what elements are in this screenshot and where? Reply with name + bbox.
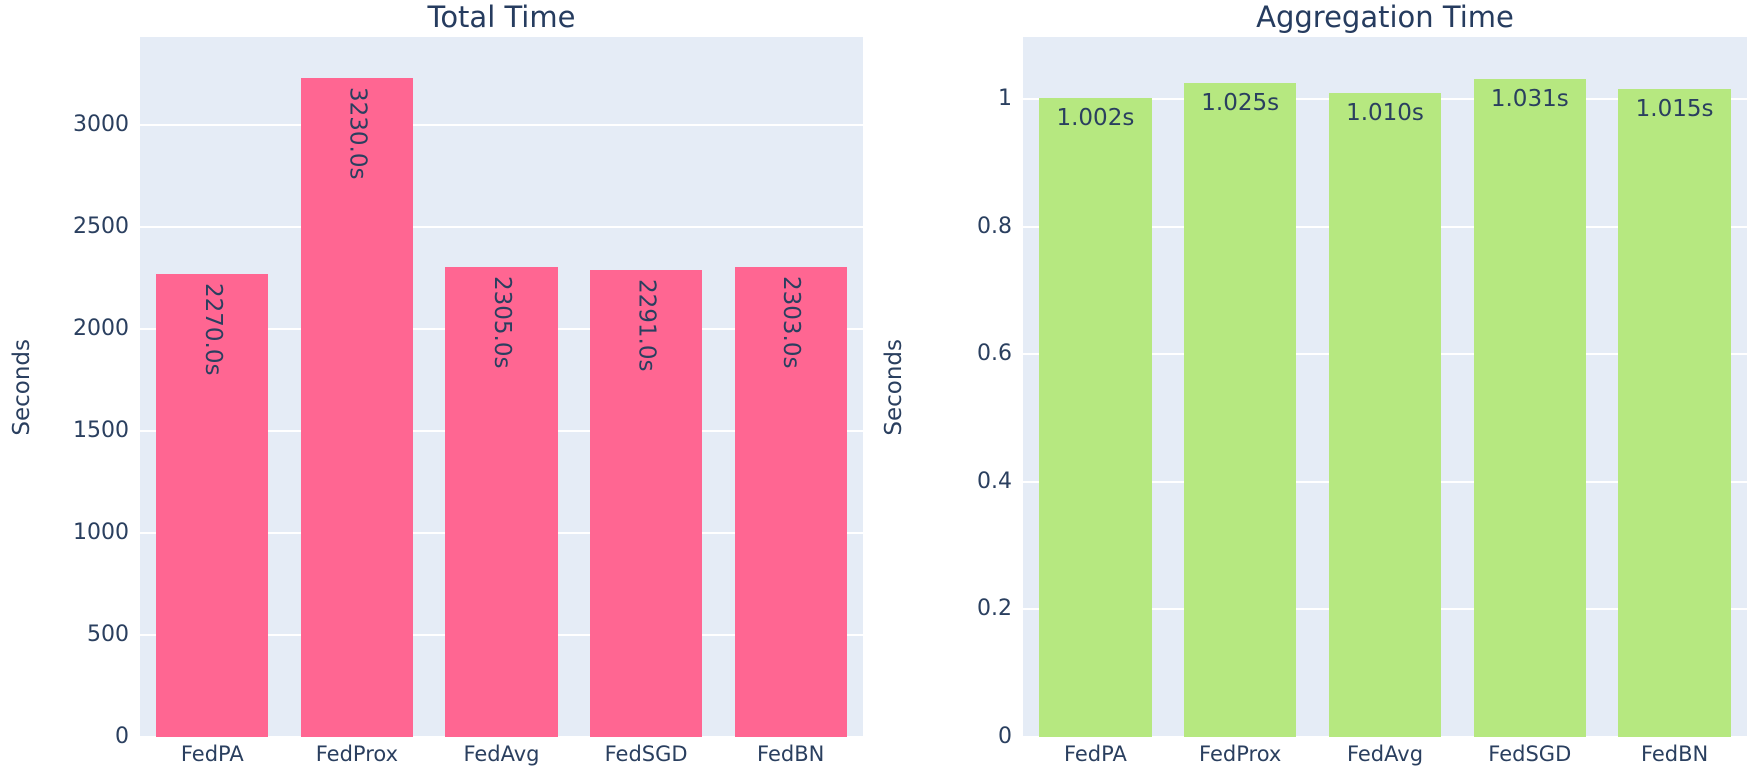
bar-slot: 2270.0s: [140, 37, 285, 737]
x-axis-tick-labels: FedPA FedProx FedAvg FedSGD FedBN: [1023, 737, 1747, 775]
bars-group: 1.002s 1.025s 1.010s 1.031s 1.015s: [1023, 37, 1747, 737]
y-tick-label: 3000: [73, 111, 129, 137]
y-axis-title-area: Seconds: [869, 37, 919, 737]
bar-value-label: 1.025s: [1201, 89, 1280, 116]
gridline: [140, 225, 863, 228]
plot-area: 2270.0s 3230.0s 2305.0s 2291.0s 2303.0s: [140, 37, 863, 737]
bar-fedpa: 2270.0s: [156, 273, 269, 737]
y-axis-title: Seconds: [9, 338, 35, 436]
x-tick-label: FedBN: [757, 742, 825, 766]
x-tick-label: FedSGD: [604, 742, 688, 766]
bar-fedsgd: 2291.0s: [590, 269, 703, 737]
y-tick-label: 1000: [73, 519, 129, 545]
x-tick-label: FedSGD: [1488, 742, 1572, 766]
x-tick-label: FedAvg: [1346, 742, 1424, 766]
bar-value-label: 2303.0s: [778, 276, 805, 369]
plot-area: 1.002s 1.025s 1.010s 1.031s 1.015s: [1023, 37, 1747, 737]
y-axis-title-area: Seconds: [0, 37, 44, 737]
bar-value-label: 1.031s: [1490, 86, 1569, 113]
x-tick-label: FedProx: [315, 742, 399, 766]
y-tick-label: 2000: [73, 315, 129, 341]
bar-fedbn: 1.015s: [1618, 89, 1731, 737]
bar-slot: 1.002s: [1023, 37, 1168, 737]
bar-chart: Aggregation Time Seconds 0 0.2 0.4 0.6 0.8 1 …: [869, 0, 1750, 775]
y-tick-label: 0: [998, 724, 1012, 749]
y-axis-tick-labels: 0 0.2 0.4 0.6 0.8 1: [919, 37, 1023, 747]
y-tick-label: 0.2: [977, 596, 1012, 622]
bar-fedprox: 1.025s: [1184, 82, 1297, 737]
bar-slot: 1.031s: [1457, 37, 1602, 737]
y-tick-label: 0.4: [977, 468, 1012, 494]
bar-value-label: 3230.0s: [344, 87, 371, 180]
bar-fedavg: 2305.0s: [445, 266, 558, 737]
y-tick-label: 0.8: [977, 213, 1012, 239]
chart-title: Total Time: [427, 0, 576, 34]
bar-value-label: 2305.0s: [488, 275, 515, 369]
bar-fedprox: 3230.0s: [300, 78, 413, 737]
x-tick-label: FedProx: [1199, 742, 1282, 766]
x-tick-label: FedAvg: [463, 742, 540, 766]
x-tick-label: FedPA: [180, 742, 244, 766]
bar-slot: 1.010s: [1313, 37, 1458, 737]
y-tick-label: 2500: [73, 213, 129, 239]
bar-chart: Total Time Seconds 0 500 1000 1500 2000 2500 3…: [0, 0, 869, 775]
bars-group: 2270.0s 3230.0s 2305.0s 2291.0s 2303.0s: [140, 37, 863, 737]
bar-fedpa: 1.002s: [1039, 97, 1152, 737]
bar-value-label: 1.010s: [1346, 99, 1424, 126]
x-tick-label: FedBN: [1640, 742, 1709, 766]
gridline: [140, 123, 863, 126]
y-axis-tick-labels: 0 500 1000 1500 2000 2500 3000: [44, 37, 140, 747]
y-tick-label: 0.6: [977, 341, 1012, 367]
y-axis-title: Seconds: [881, 338, 907, 436]
bar-value-label: 1.002s: [1056, 104, 1135, 131]
y-tick-label: 1: [998, 85, 1012, 111]
bar-slot: 2305.0s: [429, 37, 574, 737]
bar-slot: 3230.0s: [285, 37, 430, 737]
bar-value-label: 1.015s: [1635, 96, 1714, 123]
bar-slot: 1.025s: [1168, 37, 1313, 737]
bar-slot: 2291.0s: [574, 37, 719, 737]
chart-title: Aggregation Time: [1256, 0, 1514, 34]
y-tick-label: 0: [115, 724, 129, 749]
y-tick-label: 500: [87, 622, 129, 647]
bar-value-label: 2291.0s: [633, 278, 660, 372]
x-tick-label: FedPA: [1063, 742, 1127, 766]
bar-fedbn: 2303.0s: [734, 267, 847, 737]
bar-fedsgd: 1.031s: [1473, 79, 1586, 737]
bar-value-label: 2270.0s: [199, 282, 226, 376]
bar-fedavg: 1.010s: [1328, 92, 1442, 737]
y-tick-label: 1500: [73, 417, 129, 443]
bar-slot: 1.015s: [1602, 37, 1747, 737]
x-axis-tick-labels: FedPA FedProx FedAvg FedSGD FedBN: [140, 737, 863, 775]
bar-slot: 2303.0s: [718, 37, 863, 737]
